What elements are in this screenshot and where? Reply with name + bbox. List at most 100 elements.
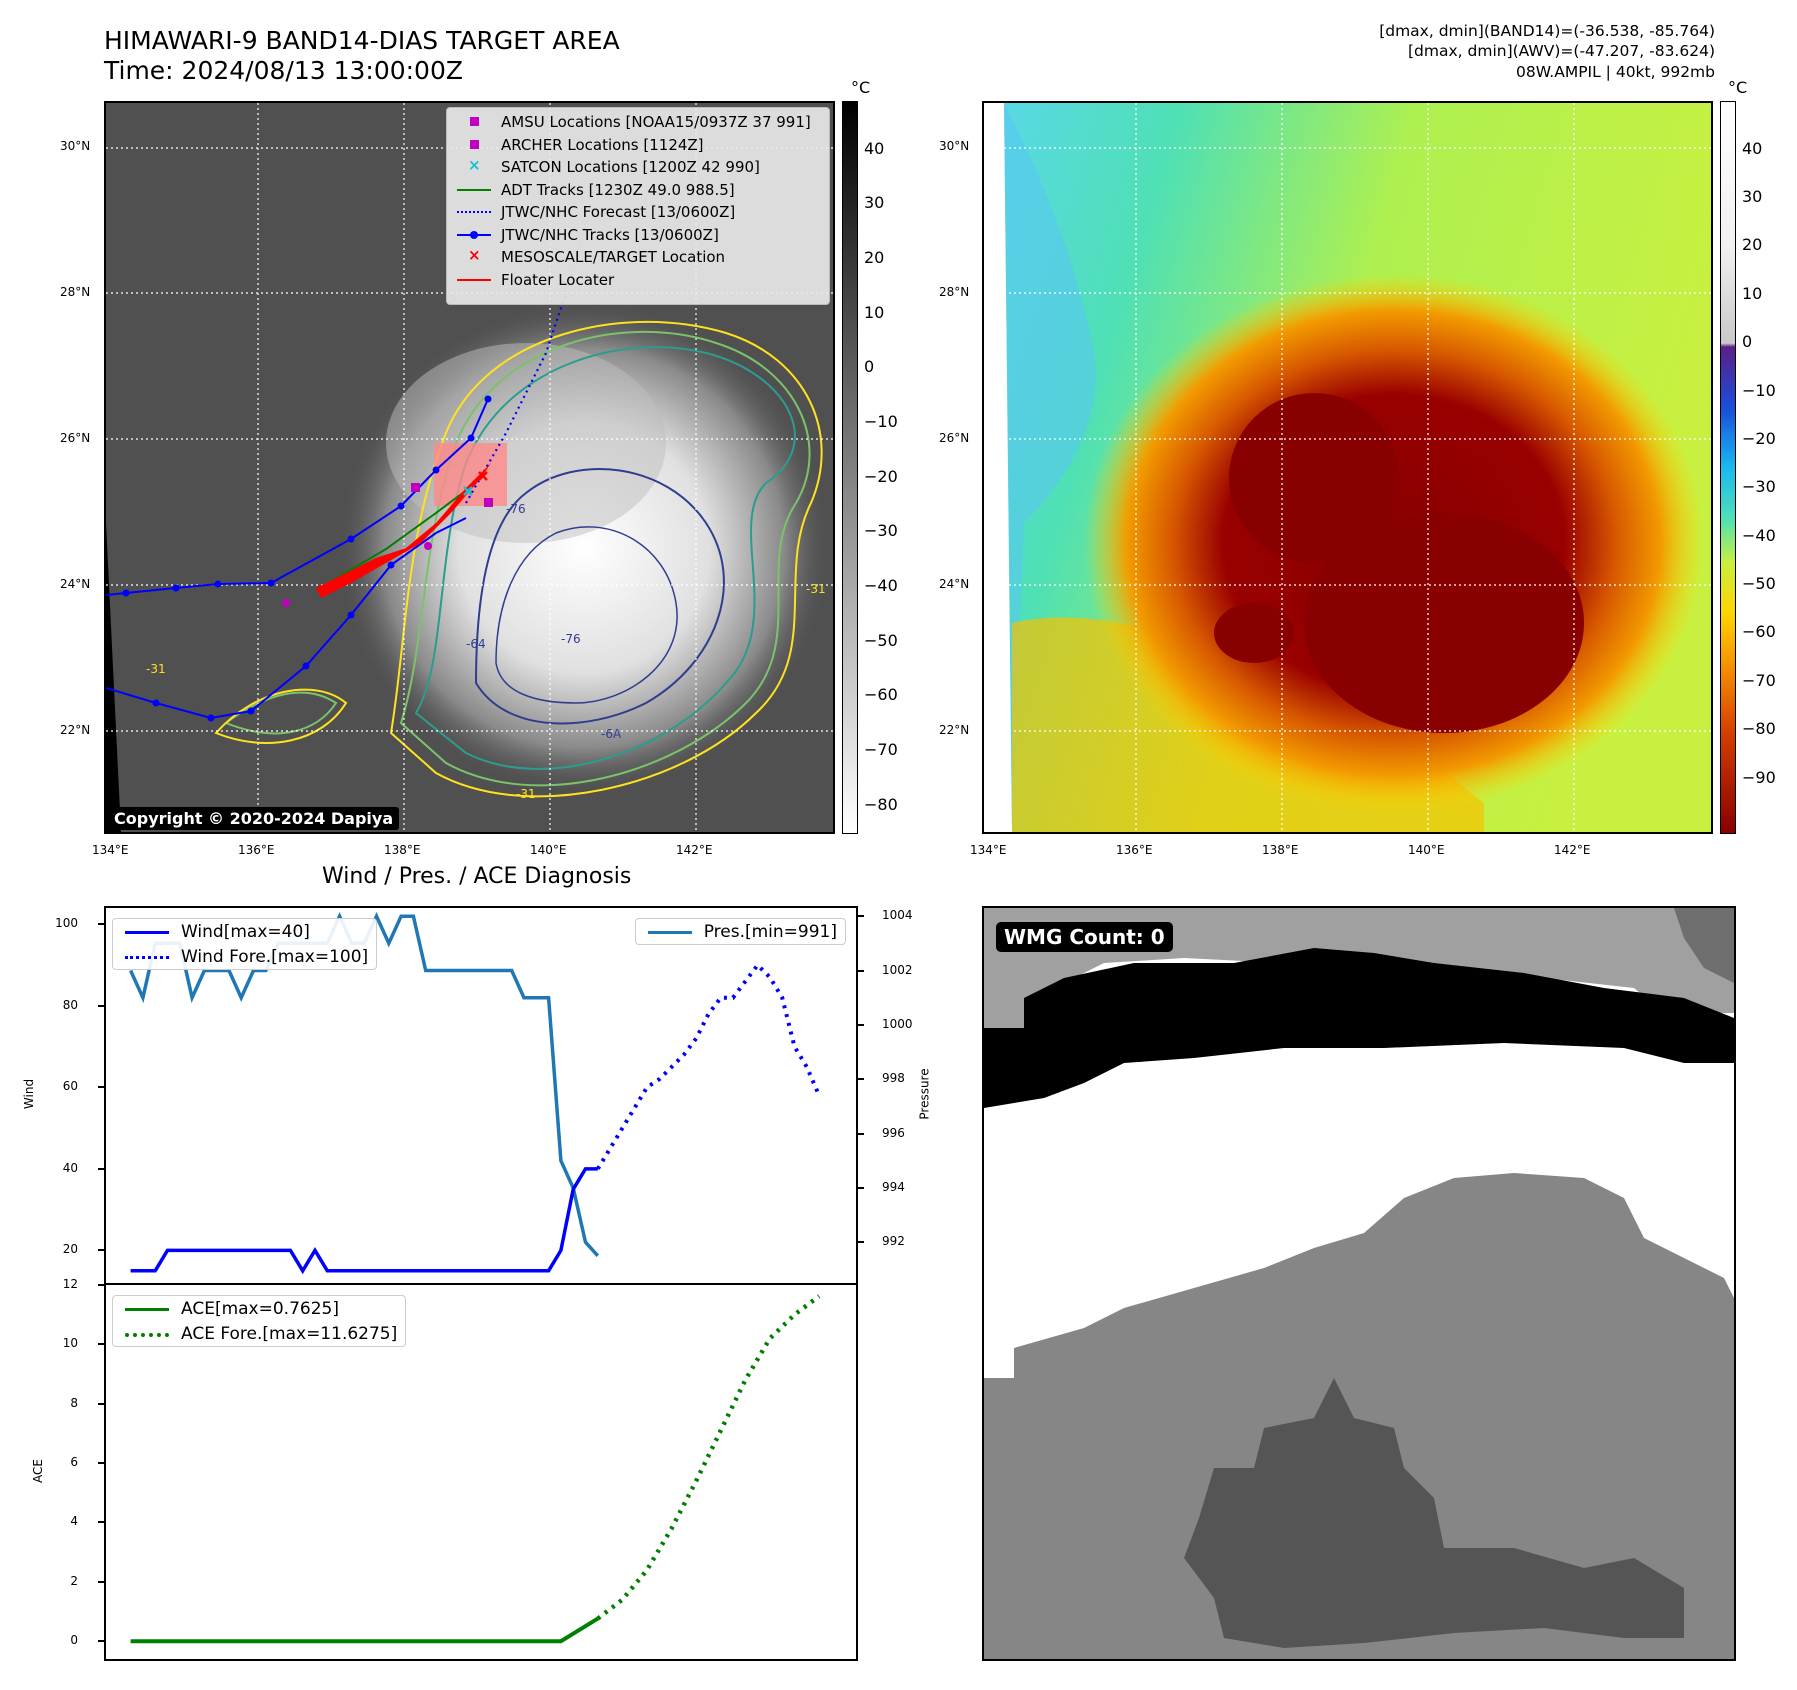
pressure-tick: 992 xyxy=(882,1234,905,1249)
awv-colorbar-tick: −30 xyxy=(1742,477,1776,497)
wind-tick-mark xyxy=(98,923,104,926)
wmg-count-badge: WMG Count: 0 xyxy=(996,922,1173,952)
legend-item-satcon: × SATCON Locations [1200Z 42 990] xyxy=(468,156,760,177)
awv-colorbar-tick: 20 xyxy=(1742,235,1763,255)
awv-colorbar-tick: 10 xyxy=(1742,283,1763,303)
contour-label: -76 xyxy=(506,502,526,516)
wind-tick: 80 xyxy=(62,997,78,1012)
wmg-svg xyxy=(984,908,1734,1659)
wmg-layer-black xyxy=(984,948,1734,1108)
figure-title: HIMAWARI-9 BAND14-DIAS TARGET AREA xyxy=(104,26,620,55)
lat-tick: 22°N xyxy=(60,723,91,737)
legend-item-jtwc-forecast: JTWC/NHC Forecast [13/0600Z] xyxy=(447,201,829,224)
legend-item-mesoscale: × MESOSCALE/TARGET Location xyxy=(468,246,726,267)
ace-tick-mark xyxy=(98,1640,104,1643)
legend-item-floater: Floater Locater xyxy=(447,269,829,292)
awv-colorbar-tick: −90 xyxy=(1742,767,1776,787)
band14-colorbar-tick: 20 xyxy=(864,247,885,267)
wind-series-line xyxy=(130,1167,598,1275)
lon-tick: 140°E xyxy=(530,843,567,857)
adt-track xyxy=(317,482,477,590)
wind-axis-label: Wind xyxy=(22,1078,37,1110)
pressure-tick-mark xyxy=(858,1078,864,1081)
legend-item-amsu: AMSU Locations [NOAA15/0937Z 37 991] xyxy=(447,111,829,134)
lon-tick: 142°E xyxy=(676,843,713,857)
legend-item-ace: ACE[max=0.7625] xyxy=(113,1296,405,1321)
pressure-tick: 1004 xyxy=(882,908,913,923)
ace-tick: 2 xyxy=(70,1573,78,1588)
band14-colorbar-tick: −10 xyxy=(864,411,898,431)
awv-colorbar-tick: −70 xyxy=(1742,670,1776,690)
lon-tick: 136°E xyxy=(1116,843,1153,857)
band14-colorbar-tick: −30 xyxy=(864,521,898,541)
jtwc-track-points xyxy=(122,395,492,597)
band14-colorbar-tick: −60 xyxy=(864,685,898,705)
awv-colorbar-unit: °C xyxy=(1728,78,1748,97)
band14-map-panel: -76 -76 -64 -31 -31 -31 -6A AMSU Locatio… xyxy=(104,101,835,834)
ace-svg xyxy=(130,1294,821,1644)
archer-location xyxy=(411,483,420,492)
map-legend: AMSU Locations [NOAA15/0937Z 37 991] ARC… xyxy=(446,107,830,305)
pressure-tick: 1000 xyxy=(882,1016,913,1031)
wmg-panel: WMG Count: 0 xyxy=(982,906,1736,1661)
ace-forecast-series-line xyxy=(596,1294,821,1621)
legend-item-jtwc-tracks: JTWC/NHC Tracks [13/0600Z] xyxy=(447,224,829,247)
pressure-tick-mark xyxy=(858,1186,864,1189)
awv-colorbar-tick: −40 xyxy=(1742,525,1776,545)
lat-tick: 26°N xyxy=(60,431,91,445)
pressure-tick-mark xyxy=(858,915,864,918)
lat-tick: 28°N xyxy=(60,285,91,299)
awv-colorbar-tick: −80 xyxy=(1742,719,1776,739)
floater-locater-track xyxy=(316,463,491,598)
amsu-location xyxy=(484,498,493,507)
target-area-box xyxy=(434,443,507,506)
copyright-badge: Copyright © 2020-2024 Dapiya xyxy=(108,807,400,830)
wind-tick-mark xyxy=(98,1167,104,1170)
awv-colorbar-tick: 0 xyxy=(1742,332,1753,352)
pressure-tick-mark xyxy=(858,1023,864,1026)
ace-tick: 10 xyxy=(62,1336,78,1351)
lat-tick: 24°N xyxy=(60,577,91,591)
lon-tick: 138°E xyxy=(384,843,421,857)
pressure-tick-mark xyxy=(858,1241,864,1244)
pressure-tick-mark xyxy=(858,1132,864,1135)
awv-colorbar xyxy=(1720,101,1736,834)
contour-label: -6A xyxy=(601,727,622,741)
lon-tick: 138°E xyxy=(1262,843,1299,857)
contour-label: -31 xyxy=(146,662,166,676)
mesoscale-target-marker xyxy=(478,471,488,481)
legend-item-wind-forecast: Wind Fore.[max=100] xyxy=(113,944,376,969)
band14-colorbar-unit: °C xyxy=(851,78,871,97)
awv-range: [dmax, dmin](AWV)=(-47.207, -83.624) xyxy=(1408,42,1715,60)
awv-map-svg xyxy=(984,103,1711,832)
ace-tick-mark xyxy=(98,1580,104,1583)
lat-tick: 30°N xyxy=(60,139,91,153)
wmg-layer-mid xyxy=(984,1173,1734,1659)
satcon-location xyxy=(463,486,473,496)
band14-colorbar-tick: −20 xyxy=(864,466,898,486)
ace-tick-mark xyxy=(98,1521,104,1524)
awv-colorbar-tick: 40 xyxy=(1742,138,1763,158)
band14-colorbar-tick: 0 xyxy=(864,357,875,377)
lon-tick: 142°E xyxy=(1554,843,1591,857)
band14-colorbar-tick: 30 xyxy=(864,193,885,213)
ace-tick: 6 xyxy=(70,1455,78,1470)
jtwc-track-north xyxy=(106,398,489,596)
pressure-tick: 998 xyxy=(882,1071,905,1086)
awv-colorbar-tick: −10 xyxy=(1742,380,1776,400)
diagnosis-title: Wind / Pres. / ACE Diagnosis xyxy=(322,864,632,889)
awv-colorbar-tick: 30 xyxy=(1742,187,1763,207)
band14-colorbar-tick: −80 xyxy=(864,794,898,814)
contour-label: -76 xyxy=(561,632,581,646)
ace-legend: ACE[max=0.7625] ACE Fore.[max=11.6275] xyxy=(112,1295,407,1347)
lat-tick: 26°N xyxy=(939,431,970,445)
ace-tick: 8 xyxy=(70,1395,78,1410)
lat-tick: 22°N xyxy=(939,723,970,737)
awv-colorbar-tick: −20 xyxy=(1742,428,1776,448)
ace-chart: ACE[max=0.7625] ACE Fore.[max=11.6275] xyxy=(104,1283,858,1661)
ace-tick-mark xyxy=(98,1462,104,1465)
ace-series-line xyxy=(130,1616,599,1644)
pressure-tick: 994 xyxy=(882,1179,905,1194)
band14-colorbar-tick: 10 xyxy=(864,302,885,322)
wind-pressure-chart: Wind[max=40] Wind Fore.[max=100] Pres.[m… xyxy=(104,906,858,1285)
